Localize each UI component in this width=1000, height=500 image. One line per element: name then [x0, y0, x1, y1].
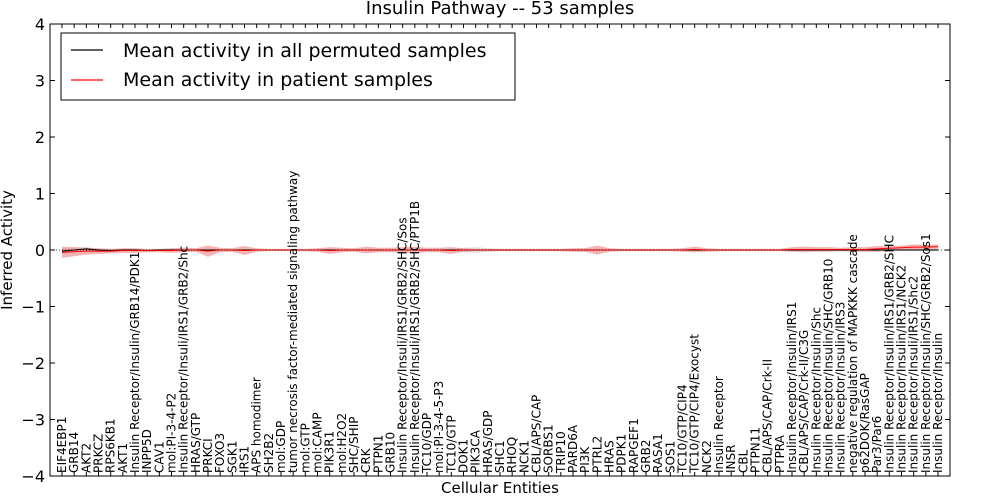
x-tick-label: Insulin Receptor/Insulin/IRS1 — [785, 302, 799, 473]
x-tick-label: mol:GDP — [274, 421, 288, 473]
x-tick-label: RAPGEF1 — [627, 418, 641, 473]
chart-title: Insulin Pathway -- 53 samples — [366, 0, 634, 19]
x-tick-label: TC10/GTP/CIP4/Exocyst — [688, 334, 702, 474]
x-tick-label: AKT1 — [116, 443, 130, 473]
x-tick-label: SGK1 — [225, 441, 239, 473]
x-tick-label: PIK3R1 — [323, 431, 337, 473]
legend: Mean activity in all permuted samples Me… — [60, 32, 516, 101]
x-tick-label: NCK2 — [700, 440, 714, 473]
legend-label-patient: Mean activity in patient samples — [123, 69, 433, 91]
x-tick-label: PIK3CA — [469, 429, 483, 473]
x-tick-label: Insulin Receptor/Insuli/IRS1/GRB2/SHC/So… — [396, 217, 410, 473]
y-tick-label: 1 — [35, 185, 45, 204]
x-tick-label: SORBS1 — [542, 424, 556, 473]
x-tick-label: mol:PI-3-4-5-P3 — [432, 381, 446, 473]
x-tick-label: IRS1 — [238, 446, 252, 473]
x-tick-label: CBL — [736, 449, 750, 473]
x-tick-label: CAV1 — [152, 441, 166, 473]
x-tick-label: SHC/SHIP — [347, 417, 361, 473]
x-tick-label: negative regulation of MAPKKK cascade — [846, 234, 860, 473]
x-tick-label: CBL/APS/CAP — [530, 395, 544, 473]
x-tick-label: RHOQ — [505, 437, 519, 473]
x-tick-label: mol:PI-3-4-P2 — [165, 393, 179, 473]
y-tick-label: −2 — [21, 354, 45, 373]
y-tick-label: 2 — [35, 128, 45, 147]
y-tick-label: 4 — [35, 15, 45, 34]
x-tick-label: Insulin Receptor/Insuli/IRS1/GRB2/Shc — [177, 246, 191, 473]
x-tick-label: RPS6KB1 — [104, 418, 118, 473]
x-tick-label: GRB10 — [384, 432, 398, 473]
x-tick-label: RASA1 — [651, 433, 665, 473]
x-tick-label: TC10/GTP — [444, 415, 458, 474]
x-tick-label: CBL/APS/CAP/Crk-II/C3G — [797, 330, 811, 473]
x-tick-label: HRAS/GDP — [481, 410, 495, 473]
x-tick-label: FOXO3 — [213, 433, 227, 473]
x-tick-label: SOS1 — [663, 441, 677, 473]
x-tick-label: TC10/GTP/CIP4 — [676, 384, 690, 474]
x-tick-label: CBL/APS/CAP/Crk-II — [761, 359, 775, 473]
legend-box — [60, 32, 516, 101]
x-tick-label: Insulin Receptor/Insulin/SHC/GRB2/Sos1 — [919, 233, 933, 473]
x-tick-label: Insulin Receptor/Insuli/IRS1/Shc2 — [907, 276, 921, 473]
x-tick-label: tumor necrosis factor-mediated signaling… — [286, 171, 300, 473]
x-tick-label: CRK — [359, 447, 373, 473]
x-tick-label: PI3K — [578, 446, 592, 473]
x-tick-label: PARD6A — [566, 424, 580, 473]
y-tick-label: −1 — [21, 298, 45, 317]
x-tick-label: PTPRA — [773, 434, 787, 473]
x-tick-label: Insulin Receptor/Insulin/IRS3 — [834, 302, 848, 473]
x-tick-label: SHC1 — [493, 440, 507, 473]
legend-label-permuted: Mean activity in all permuted samples — [123, 40, 486, 62]
x-tick-label: INSR — [724, 445, 738, 473]
x-tick-label: PTPN1 — [371, 435, 385, 473]
x-tick-label: PRKCI — [201, 438, 215, 473]
x-tick-label: mol:H2O2 — [335, 413, 349, 473]
x-tick-label: APS homodimer — [250, 377, 264, 473]
y-tick-label: 3 — [35, 72, 45, 91]
x-tick-label: Insulin Receptor/Insulin/IRS1/NCK2 — [895, 265, 909, 473]
x-tick-label: mol:GTP — [298, 423, 312, 473]
x-axis-ticks: EIF4EBP1GRB14AKT2PRKCZRPS6KB1AKT1Insulin… — [55, 24, 945, 476]
x-tick-label: GRB14 — [67, 432, 81, 473]
y-axis-label: Inferred Activity — [0, 190, 16, 310]
y-axis-ticks: −4 −3 −2 −1 0 1 2 3 4 — [21, 15, 950, 486]
x-tick-label: PTPN11 — [749, 427, 763, 473]
x-tick-label: Insulin Receptor/Insulin/GRB14/PDK1 — [128, 252, 142, 473]
x-tick-label: GRB2 — [639, 439, 653, 473]
x-tick-label: Insulin Receptor — [712, 376, 726, 473]
x-tick-label: Insulin Receptor/Insulin/IRS1/GRB2/SHC — [882, 235, 896, 473]
x-tick-label: AKT2 — [79, 443, 93, 473]
x-tick-label: Insulin Receptor/Insuli/IRS1/GRB2/SHC/PT… — [408, 201, 422, 473]
x-tick-label: Insulin Receptor/Insulin/Shc — [809, 307, 823, 473]
x-axis-label: Cellular Entities — [441, 479, 559, 497]
x-tick-label: DOK1 — [457, 439, 471, 473]
x-tick-label: TRIP10 — [554, 431, 568, 474]
x-tick-label: Insulin Receptor/Insulin — [931, 333, 945, 473]
y-tick-label: 0 — [35, 241, 45, 260]
x-tick-label: Par3/Par6 — [870, 416, 884, 473]
band-series-1 — [62, 244, 938, 258]
x-tick-label: TC10/GDP — [420, 413, 434, 474]
x-tick-label: PDPK1 — [615, 434, 629, 473]
x-tick-label: p62DOK/RasGAP — [858, 373, 872, 473]
x-tick-label: NCK1 — [517, 440, 531, 473]
x-tick-label: mol:CAMP — [311, 412, 325, 473]
x-tick-label: HRAS — [603, 440, 617, 473]
y-tick-label: −4 — [21, 467, 45, 486]
x-tick-label: Insulin Receptor/Insulin/SHC/GRB10 — [822, 259, 836, 473]
x-tick-label: HRAS/GTP — [189, 413, 203, 473]
x-tick-label: SH2B2 — [262, 433, 276, 473]
y-tick-label: −3 — [21, 411, 45, 430]
x-tick-label: PTRL2 — [590, 436, 604, 473]
x-tick-label: INPP5D — [140, 429, 154, 473]
confidence-bands — [62, 244, 938, 258]
x-tick-label: PRKCZ — [92, 434, 106, 473]
x-tick-label: EIF4EBP1 — [55, 417, 69, 473]
